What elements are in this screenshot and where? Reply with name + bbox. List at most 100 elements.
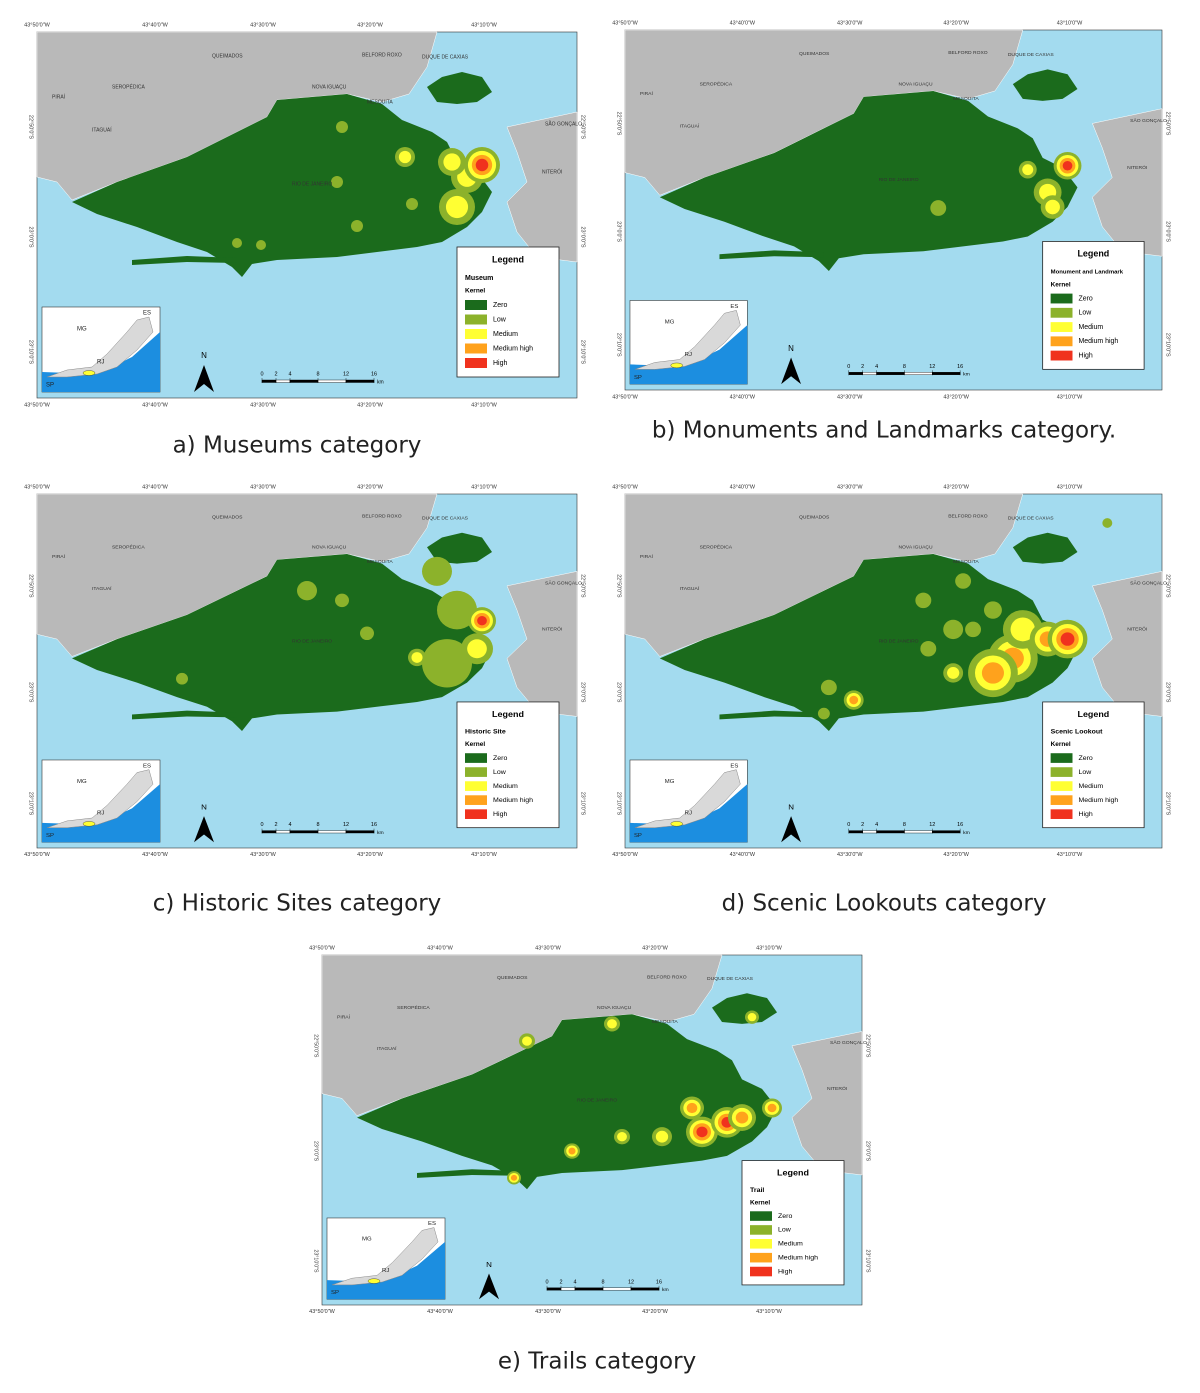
kernel-ring — [955, 573, 972, 589]
legend-label: Low — [493, 769, 506, 776]
kernel-ring — [1010, 617, 1036, 642]
inset-label: ES — [143, 311, 151, 317]
legend-kernel: Kernel — [465, 288, 485, 295]
inset-label: MG — [362, 1237, 372, 1243]
legend-label: Medium — [1078, 783, 1103, 790]
inset-label: MG — [665, 320, 675, 326]
kernel-ring — [1022, 164, 1034, 176]
lon-label: 43°50'0"W — [612, 852, 638, 858]
place-label: SÃO GONÇALO — [1130, 579, 1167, 586]
lon-label: 43°10'0"W — [756, 1309, 783, 1315]
inset-rio — [82, 370, 96, 376]
lon-label: 43°50'0"W — [612, 485, 638, 491]
place-label: NITERÓI — [542, 626, 562, 633]
place-label: ITAGUAÍ — [377, 1045, 397, 1052]
scale-segment — [345, 379, 375, 383]
scale-label: 4 — [875, 822, 878, 828]
lon-label: 43°40'0"W — [730, 394, 756, 400]
panel-caption: a) Museums category — [173, 433, 422, 459]
lat-label: 22°50'0"S — [616, 574, 622, 598]
lon-label: 43°40'0"W — [142, 485, 169, 491]
island — [1012, 532, 1078, 564]
scale-label: 16 — [957, 822, 963, 828]
legend-title: Legend — [1077, 249, 1109, 259]
legend-swatch — [465, 314, 487, 325]
legend-swatch — [1050, 336, 1073, 347]
inset-label: SP — [331, 1290, 339, 1296]
legend-label: Medium — [493, 331, 518, 338]
inset-label: RJ — [382, 1268, 389, 1274]
lon-label: 43°50'0"W — [309, 946, 336, 952]
legend-label: Low — [1078, 769, 1091, 776]
scale-label: 0 — [260, 371, 263, 377]
lon-label: 43°10'0"W — [471, 22, 497, 28]
legend-label: Low — [493, 316, 507, 323]
place-label: ITAGUAÍ — [92, 585, 112, 592]
place-label: NITERÓI — [1127, 626, 1147, 633]
legend-swatch — [1050, 767, 1073, 777]
scale-segment — [862, 372, 877, 375]
scale-label: 16 — [957, 364, 963, 370]
lon-label: 43°10'0"W — [756, 946, 783, 952]
scale-unit: km — [377, 830, 384, 836]
lat-label: 23°0'0"S — [616, 682, 622, 703]
scale-segment — [932, 372, 961, 375]
scale-segment — [904, 830, 933, 834]
legend-label: Medium high — [1078, 338, 1118, 345]
lat-label: 23°0'0"S — [580, 226, 586, 247]
kernel-ring — [232, 238, 242, 248]
legend-swatch — [1050, 350, 1073, 361]
place-label: MESQUITA — [367, 99, 393, 105]
legend-label: Low — [778, 1227, 791, 1234]
lon-label: 43°40'0"W — [730, 21, 756, 27]
inset-label: MG — [77, 327, 87, 333]
inset-label: SP — [46, 383, 54, 389]
scale-label: 2 — [274, 371, 277, 377]
place-label: DUQUE DE CAXIAS — [707, 976, 754, 982]
legend-kernel: Kernel — [465, 741, 485, 748]
scale-segment — [904, 372, 933, 375]
kernel-ring — [1062, 160, 1073, 171]
inset-rio — [367, 1278, 381, 1284]
rio-municipality — [357, 1014, 777, 1190]
scale-segment — [848, 830, 863, 834]
place-label: PIRAÍ — [337, 1014, 351, 1021]
scale-label: 8 — [316, 822, 319, 828]
inset-label: ES — [428, 1221, 436, 1227]
kernel-ring — [607, 1019, 617, 1029]
lat-label: 23°10'0"S — [28, 340, 34, 364]
place-label: SEROPÉDICA — [112, 544, 145, 551]
lat-label: 23°0'0"S — [28, 682, 34, 703]
lon-label: 43°10'0"W — [471, 485, 498, 491]
kernel-ring — [735, 1111, 749, 1124]
scale-label: 0 — [847, 364, 850, 370]
scale-segment — [862, 830, 877, 834]
kernel-ring — [475, 158, 489, 172]
legend-label: Medium — [493, 783, 518, 790]
scale-segment — [560, 1287, 576, 1291]
neighbor-land — [506, 571, 578, 717]
place-label: DUQUE DE CAXIAS — [422, 516, 469, 522]
kernel-ring — [360, 626, 374, 641]
scale-label: 4 — [573, 1280, 576, 1286]
legend-label: Medium — [1078, 324, 1103, 331]
place-label: NOVA IGUAÇU — [898, 545, 933, 551]
lon-label: 43°10'0"W — [1057, 21, 1083, 27]
lon-label: 43°30'0"W — [535, 946, 562, 952]
scale-label: 12 — [628, 1280, 634, 1286]
kernel-ring — [981, 662, 1004, 684]
legend-swatch — [465, 343, 487, 354]
lat-label: 22°50'0"S — [616, 112, 622, 136]
place-label: RIO DE JANEIRO — [879, 177, 919, 183]
legend-title: Legend — [492, 254, 524, 264]
place-label: SEROPÉDICA — [700, 544, 733, 551]
map-panel: PIRAÍ QUEIMADOS BELFORD ROXO DUQUE DE CAXIA… — [24, 22, 585, 408]
lon-label: 43°10'0"W — [471, 852, 498, 858]
place-label: NOVA IGUAÇU — [597, 1005, 632, 1011]
place-label: SÃO GONÇALO — [830, 1039, 867, 1046]
restinga — [132, 256, 237, 265]
kernel-ring — [176, 672, 188, 685]
legend-swatch — [465, 300, 487, 310]
lon-label: 43°20'0"W — [943, 21, 969, 27]
place-label: ITAGUAÍ — [680, 585, 700, 592]
